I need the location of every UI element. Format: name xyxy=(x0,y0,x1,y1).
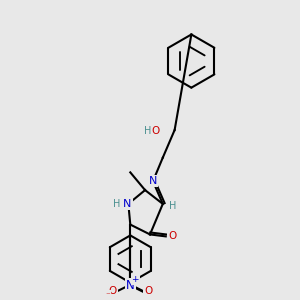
Text: O: O xyxy=(152,126,160,136)
Text: O: O xyxy=(144,286,152,296)
Text: ⁻: ⁻ xyxy=(105,291,110,300)
Text: O: O xyxy=(169,231,177,242)
Text: N: N xyxy=(123,199,131,209)
Text: N: N xyxy=(126,279,135,292)
Text: H: H xyxy=(169,201,176,211)
Text: H: H xyxy=(113,199,121,209)
Text: N: N xyxy=(149,176,157,186)
Text: O: O xyxy=(108,286,117,296)
Text: +: + xyxy=(131,275,139,284)
Text: H: H xyxy=(144,126,152,136)
